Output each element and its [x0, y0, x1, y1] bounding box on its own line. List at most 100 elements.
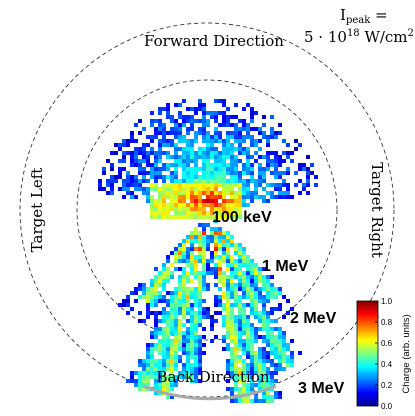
- heatmap-cell: [214, 239, 218, 243]
- heatmap-cell: [206, 211, 210, 215]
- heatmap-cell: [278, 159, 282, 163]
- heatmap-cell: [270, 295, 274, 299]
- heatmap-cell: [226, 139, 230, 143]
- heatmap-cell: [138, 151, 142, 155]
- heatmap-cell: [234, 367, 238, 371]
- heatmap-cell: [234, 267, 238, 271]
- heatmap-cell: [302, 167, 306, 171]
- heatmap-cell: [226, 371, 230, 375]
- heatmap-cell: [206, 111, 210, 115]
- heatmap-cell: [202, 139, 206, 143]
- heatmap-cell: [162, 283, 166, 287]
- heatmap-cell: [262, 195, 266, 199]
- heatmap-cell: [254, 399, 258, 403]
- heatmap-cell: [226, 323, 230, 327]
- heatmap-cell: [226, 215, 230, 219]
- heatmap-cell: [178, 103, 182, 107]
- heatmap-cell: [302, 183, 306, 187]
- heatmap-cell: [118, 175, 122, 179]
- heatmap-cell: [162, 127, 166, 131]
- heatmap-cell: [214, 195, 218, 199]
- heatmap-cell: [262, 375, 266, 379]
- heatmap-cell: [194, 299, 198, 303]
- heatmap-cell: [190, 115, 194, 119]
- heatmap-cell: [154, 363, 158, 367]
- heatmap-cell: [150, 291, 154, 295]
- heatmap-cell: [186, 187, 190, 191]
- heatmap-cell: [142, 287, 146, 291]
- heatmap-cell: [162, 387, 166, 391]
- heatmap-cell: [254, 111, 258, 115]
- heatmap-cell: [242, 247, 246, 251]
- heatmap-cell: [182, 115, 186, 119]
- heatmap-cell: [126, 311, 130, 315]
- heatmap-cell: [154, 199, 158, 203]
- heatmap-cell: [154, 211, 158, 215]
- heatmap-cell: [134, 287, 138, 291]
- heatmap-cell: [198, 207, 202, 211]
- heatmap-cell: [246, 387, 250, 391]
- heatmap-cell: [226, 119, 230, 123]
- heatmap-cell: [286, 355, 290, 359]
- heatmap-cell: [170, 155, 174, 159]
- heatmap-cell: [214, 311, 218, 315]
- heatmap-cell: [182, 187, 186, 191]
- heatmap-cell: [170, 355, 174, 359]
- heatmap-cell: [198, 247, 202, 251]
- heatmap-cell: [190, 279, 194, 283]
- heatmap-cell: [270, 115, 274, 119]
- heatmap-cell: [198, 335, 202, 339]
- heatmap-cell: [218, 235, 222, 239]
- heatmap-cell: [274, 363, 278, 367]
- heatmap-cell: [234, 155, 238, 159]
- heatmap-cell: [154, 327, 158, 331]
- heatmap-cell: [246, 383, 250, 387]
- heatmap-cell: [262, 279, 266, 283]
- heatmap-cell: [234, 167, 238, 171]
- heatmap-cell: [202, 255, 206, 259]
- heatmap-cell: [202, 159, 206, 163]
- heatmap-cell: [150, 175, 154, 179]
- heatmap-cell: [282, 351, 286, 355]
- heatmap-cell: [226, 319, 230, 323]
- heatmap-cell: [206, 235, 210, 239]
- heatmap-cell: [210, 231, 214, 235]
- heatmap-cell: [190, 343, 194, 347]
- heatmap-cell: [174, 379, 178, 383]
- heatmap-cell: [226, 387, 230, 391]
- heatmap-cell: [194, 327, 198, 331]
- heatmap-cell: [166, 383, 170, 387]
- heatmap-cell: [138, 283, 142, 287]
- heatmap-cell: [230, 263, 234, 267]
- heatmap-cell: [258, 383, 262, 387]
- heatmap-cell: [122, 195, 126, 199]
- heatmap-cell: [170, 375, 174, 379]
- heatmap-cell: [182, 211, 186, 215]
- heatmap-cell: [274, 371, 278, 375]
- heatmap-cell: [250, 119, 254, 123]
- heatmap-cell: [198, 299, 202, 303]
- heatmap-cell: [186, 367, 190, 371]
- heatmap-cell: [162, 327, 166, 331]
- heatmap-cell: [158, 283, 162, 287]
- heatmap-cell: [250, 107, 254, 111]
- heatmap-cell: [110, 179, 114, 183]
- heatmap-cell: [258, 311, 262, 315]
- heatmap-cell: [202, 183, 206, 187]
- heatmap-cell: [170, 115, 174, 119]
- heatmap-cell: [186, 307, 190, 311]
- heatmap-cell: [154, 331, 158, 335]
- heatmap-cell: [190, 259, 194, 263]
- heatmap-cell: [262, 319, 266, 323]
- heatmap-cell: [242, 123, 246, 127]
- heatmap-cell: [278, 131, 282, 135]
- heatmap-cell: [190, 215, 194, 219]
- heatmap-cell: [290, 339, 294, 343]
- heatmap-cell: [194, 355, 198, 359]
- heatmap-cell: [166, 115, 170, 119]
- heatmap-cell: [206, 259, 210, 263]
- heatmap-cell: [254, 183, 258, 187]
- heatmap-cell: [182, 171, 186, 175]
- heatmap-cell: [278, 359, 282, 363]
